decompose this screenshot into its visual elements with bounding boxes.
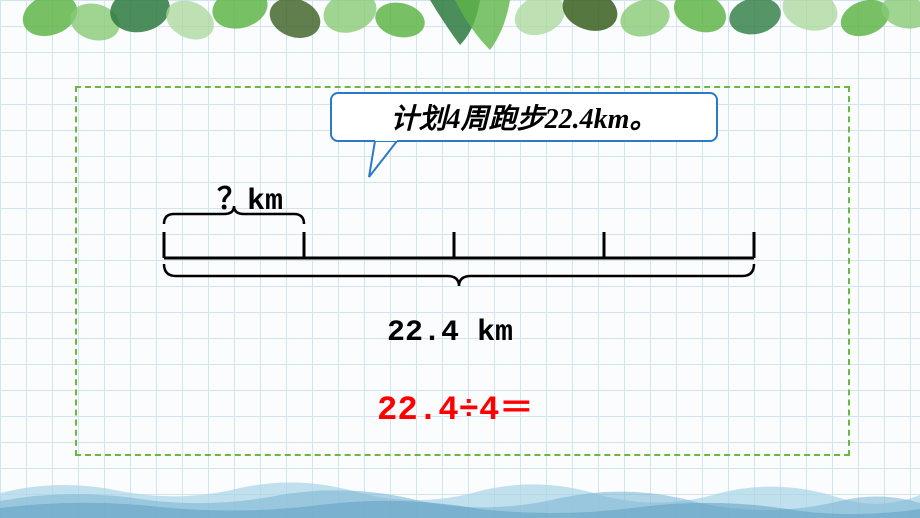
speech-bubble-tail xyxy=(367,139,407,179)
equation: 22.4÷4＝ xyxy=(377,380,533,430)
total-label: 22.4 km xyxy=(387,316,513,350)
speech-bubble: 计划4周跑步22.4km。 xyxy=(330,92,718,142)
number-line-diagram xyxy=(162,198,767,308)
speech-bubble-text: 计划4周跑步22.4km。 xyxy=(391,97,658,137)
content-box: 计划4周跑步22.4km。 ？km 22.4 km 22.4÷4＝ xyxy=(75,86,850,456)
